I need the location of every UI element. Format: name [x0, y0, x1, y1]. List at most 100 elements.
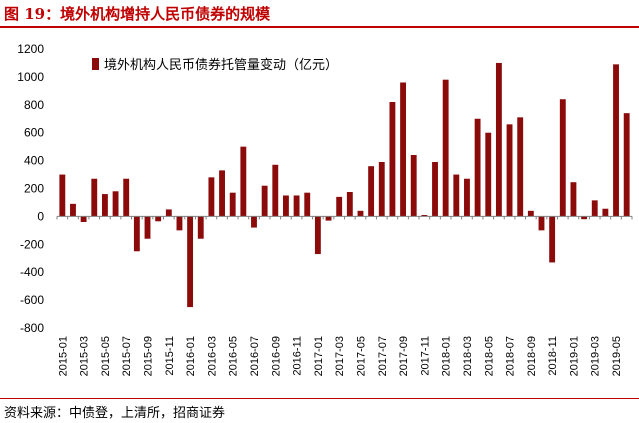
bar-2018-03 [464, 178, 470, 217]
x-tick-label: 2017-03 [334, 336, 346, 376]
y-tick-label: -200 [20, 237, 44, 251]
figure-title: 图 19：境外机构增持人民币债券的规模 [4, 5, 271, 23]
y-tick-label: -400 [20, 265, 44, 279]
bar-2017-09 [400, 82, 406, 217]
bar-2015-05 [101, 194, 108, 217]
bar-2017-08 [389, 102, 396, 217]
bar-2016-05 [229, 192, 236, 217]
bar-2019-02 [581, 216, 588, 220]
bar-2016-06 [240, 146, 247, 217]
bar-2018-08 [517, 117, 524, 217]
bar-series [59, 62, 630, 308]
bar-2016-12 [304, 192, 311, 217]
bar-2015-02 [70, 203, 76, 217]
bar-2015-06 [112, 191, 119, 217]
y-tick-label: 800 [24, 98, 44, 112]
bar-2018-02 [453, 174, 460, 217]
x-tick-label: 2017-11 [419, 336, 431, 376]
bar-2019-01 [570, 182, 577, 217]
bar-2016-11 [293, 195, 300, 217]
source-divider [0, 398, 639, 399]
bar-2015-11 [165, 209, 172, 217]
x-tick-label: 2018-01 [441, 336, 453, 376]
x-tick-label: 2018-11 [547, 336, 559, 376]
x-tick-label: 2017-07 [377, 336, 389, 376]
x-tick-label: 2017-09 [398, 336, 410, 376]
x-axis: 2015-01 2015-03 2015-05 2015-07 2015-09 2015-… [56, 215, 633, 376]
bar-2017-05 [357, 210, 364, 217]
y-tick-label: 0 [37, 209, 44, 223]
bar-2017-07 [378, 162, 385, 217]
x-tick-label: 2016-05 [228, 336, 240, 376]
bar-2016-08 [261, 185, 268, 217]
x-tick-label: 2019-03 [590, 336, 602, 376]
x-tick-label: 2015-09 [143, 336, 155, 376]
x-tick-label: 2019-01 [568, 336, 580, 376]
bar-2015-03 [80, 216, 87, 222]
bar-2017-03 [336, 196, 343, 217]
bar-2017-12 [432, 162, 438, 217]
bar-2017-06 [368, 166, 375, 217]
bar-2016-07 [251, 216, 257, 228]
bar-chart: -800 -600 -400 -200 0 200 400 600 800 1000 1200 20… [17, 42, 633, 376]
bar-2018-06 [495, 62, 502, 217]
bar-2019-03 [591, 200, 598, 217]
x-tick-label: 2015-05 [100, 336, 112, 376]
y-axis: -800 -600 -400 -200 0 200 400 600 800 1000 1200 [17, 42, 44, 335]
x-tick-label: 2018-07 [505, 336, 517, 376]
x-tick-label: 2015-01 [57, 336, 69, 376]
bar-2017-11 [421, 215, 428, 217]
bar-2015-04 [91, 178, 98, 217]
legend-swatch [92, 58, 99, 70]
source-note: 资料来源：中债登，上清所，招商证券 [4, 406, 226, 421]
y-tick-label: 400 [24, 154, 44, 168]
x-tick-label: 2016-01 [185, 336, 197, 376]
bar-2018-05 [485, 132, 492, 217]
bar-2018-04 [474, 118, 481, 217]
bar-2017-01 [314, 216, 321, 255]
bar-2019-05 [613, 64, 619, 217]
bar-2018-01 [442, 79, 449, 217]
bar-2016-10 [283, 195, 289, 217]
bar-2015-12 [176, 216, 183, 231]
y-tick-label: 1200 [17, 42, 44, 56]
bar-2015-07 [123, 178, 130, 217]
bar-2019-04 [602, 208, 609, 217]
bar-2016-01 [187, 216, 194, 308]
x-tick-label: 2018-05 [483, 336, 495, 376]
x-tick-label: 2016-07 [249, 336, 261, 376]
x-tick-label: 2018-03 [462, 336, 474, 376]
y-tick-label: 200 [24, 182, 44, 196]
legend: 境外机构人民币债券托管量变动（亿元） [92, 57, 338, 73]
x-tick-label: 2016-03 [206, 336, 218, 376]
x-tick-label: 2016-11 [292, 336, 304, 376]
bar-2015-09 [144, 216, 151, 239]
bar-2016-09 [272, 164, 279, 217]
bar-2018-10 [538, 216, 545, 231]
bar-2015-01 [59, 174, 66, 217]
x-tick-label: 2015-11 [164, 336, 176, 376]
bar-2018-12 [559, 99, 566, 217]
bar-2018-07 [506, 124, 513, 217]
y-tick-label: -800 [20, 321, 44, 335]
x-tick-label: 2017-05 [355, 336, 367, 376]
legend-label: 境外机构人民币债券托管量变动（亿元） [104, 57, 338, 73]
bar-2019-06 [623, 113, 630, 217]
bar-2016-03 [208, 177, 215, 217]
bar-2015-08 [133, 216, 140, 252]
bar-2017-02 [325, 216, 332, 221]
bar-2017-04 [346, 191, 353, 217]
title-divider [0, 26, 639, 28]
x-tick-label: 2019-05 [611, 336, 623, 376]
y-tick-label: 1000 [17, 70, 44, 84]
bar-2018-11 [549, 216, 556, 263]
bar-2015-10 [155, 216, 162, 222]
bar-2017-10 [410, 155, 417, 217]
x-tick-label: 2018-09 [526, 336, 538, 376]
x-tick-label: 2017-01 [313, 336, 325, 376]
bar-2018-09 [527, 210, 534, 217]
y-tick-label: -600 [20, 293, 44, 307]
x-tick-label: 2015-03 [79, 336, 91, 376]
x-tick-label: 2016-09 [270, 336, 282, 376]
bar-2016-02 [197, 216, 204, 239]
